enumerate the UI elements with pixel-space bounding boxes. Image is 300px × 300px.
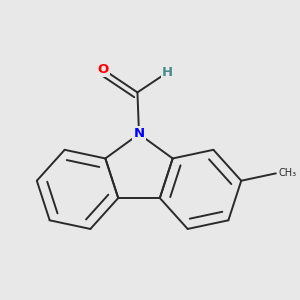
Text: H: H <box>162 66 173 79</box>
Text: O: O <box>98 63 109 76</box>
Text: CH₃: CH₃ <box>278 168 296 178</box>
Text: N: N <box>134 128 145 140</box>
